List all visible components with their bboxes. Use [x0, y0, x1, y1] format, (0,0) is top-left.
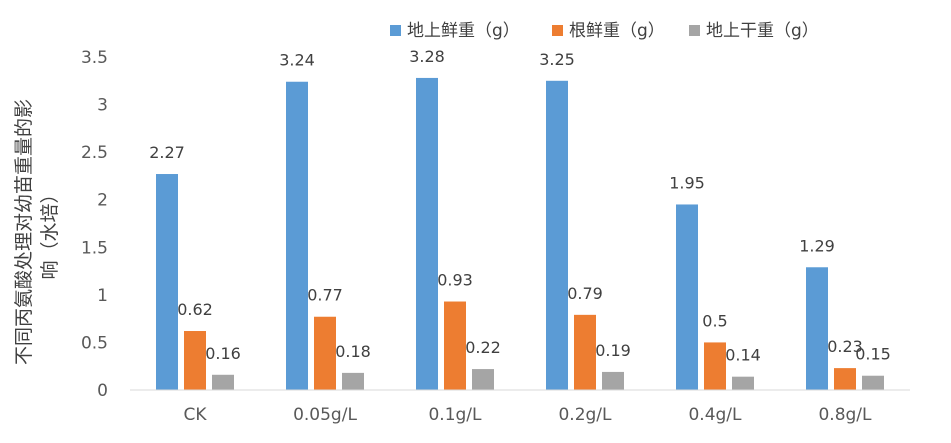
x-axis-ticks: CK 0.05g/L 0.1g/L 0.2g/L 0.4g/L 0.8g/L	[183, 405, 872, 425]
bar	[676, 204, 698, 390]
data-label: 3.25	[539, 50, 575, 69]
bar	[574, 314, 596, 390]
y-tick-label: 0.5	[81, 333, 108, 353]
x-tick-label: 0.4g/L	[688, 405, 742, 425]
y-axis-title-line-1: 不同丙氨酸处理对幼苗重量的影	[13, 99, 35, 365]
data-label: 0.77	[307, 286, 343, 305]
data-label: 0.15	[855, 345, 891, 364]
bar	[472, 369, 494, 390]
data-label: 1.95	[669, 173, 705, 192]
data-label: 0.22	[465, 338, 501, 357]
bar	[156, 174, 178, 390]
y-tick-label: 0	[97, 381, 108, 401]
data-label: 0.5	[702, 311, 727, 330]
y-axis-ticks: 0 0.5 1 1.5 2 2.5 3 3.5	[81, 48, 108, 401]
bar	[314, 316, 336, 390]
x-tick-label: CK	[183, 405, 207, 425]
data-label: 0.18	[335, 342, 371, 361]
bar	[732, 376, 754, 390]
x-tick-label: 0.8g/L	[818, 405, 872, 425]
bar	[704, 342, 726, 390]
bars	[156, 77, 884, 391]
y-tick-label: 1.5	[81, 238, 108, 258]
legend-swatch	[390, 25, 401, 36]
bar	[342, 372, 364, 390]
y-tick-label: 1	[97, 286, 108, 306]
data-label: 0.79	[567, 284, 603, 303]
data-label: 3.28	[409, 47, 445, 66]
y-axis-title: 不同丙氨酸处理对幼苗重量的影 响（水培）	[13, 99, 61, 365]
data-label: 3.24	[279, 51, 315, 70]
y-tick-label: 3.5	[81, 48, 108, 68]
data-label: 1.29	[799, 236, 835, 255]
bar	[602, 371, 624, 390]
legend: 地上鲜重（g） 根鲜重（g） 地上干重（g）	[390, 21, 819, 41]
data-label: 0.19	[595, 341, 631, 360]
bar	[546, 80, 568, 391]
bar	[416, 77, 438, 390]
y-axis-title-line-2: 响（水培）	[39, 184, 61, 279]
data-label: 2.27	[149, 143, 185, 162]
bar	[286, 81, 308, 390]
legend-label: 根鲜重（g）	[569, 21, 665, 41]
legend-swatch	[552, 25, 563, 36]
legend-label: 地上鲜重（g）	[407, 21, 520, 41]
x-tick-label: 0.2g/L	[558, 405, 612, 425]
bar	[184, 331, 206, 390]
data-label: 0.93	[437, 271, 473, 290]
x-tick-label: 0.05g/L	[293, 405, 357, 425]
x-tick-label: 0.1g/L	[428, 405, 482, 425]
bar	[862, 375, 884, 390]
bar	[212, 374, 234, 390]
data-labels: 2.27 0.62 0.16 3.24 0.77 0.18 3.28 0.93 0.22 3.25…	[149, 47, 891, 365]
data-label: 0.14	[725, 346, 761, 365]
y-tick-label: 3	[97, 96, 108, 116]
bar	[806, 267, 828, 390]
data-label: 0.16	[205, 344, 241, 363]
y-tick-label: 2.5	[81, 143, 108, 163]
bar	[444, 301, 466, 390]
bar	[834, 368, 856, 390]
legend-label: 地上干重（g）	[706, 21, 819, 41]
data-label: 0.23	[827, 337, 863, 356]
y-tick-label: 2	[97, 191, 108, 211]
legend-swatch	[689, 25, 700, 36]
data-label: 0.62	[177, 300, 213, 319]
